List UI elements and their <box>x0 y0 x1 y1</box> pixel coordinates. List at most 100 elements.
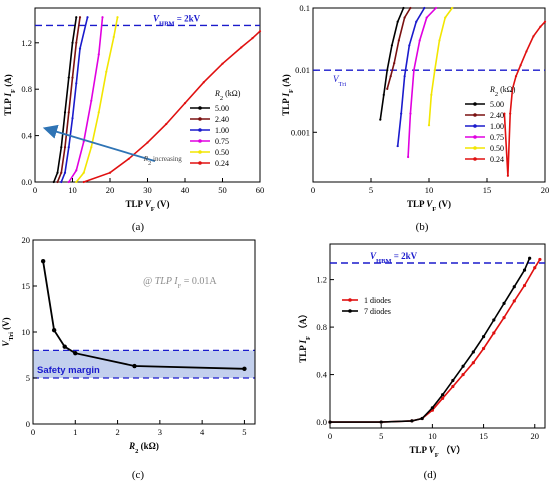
x-axis-label: R2 (kΩ) <box>128 441 159 455</box>
legend-title: R2 (kΩ) <box>489 85 516 98</box>
x-tick-label: 15 <box>479 431 488 441</box>
text-part: (kΩ) <box>223 89 241 98</box>
data-point <box>512 285 516 289</box>
series-line <box>396 7 426 147</box>
legend-label: 0.50 <box>215 148 229 157</box>
text-part: V <box>1 340 11 347</box>
data-point <box>402 6 405 10</box>
data-point <box>75 169 78 172</box>
text-part: (A) <box>3 74 13 89</box>
panel-label: (c) <box>132 469 145 481</box>
text-part: （A） <box>298 309 308 336</box>
data-point <box>441 396 445 400</box>
data-point <box>471 350 475 354</box>
data-point <box>56 171 59 174</box>
data-point <box>105 70 108 73</box>
legend-label: 0.75 <box>490 133 504 142</box>
data-point <box>441 393 445 397</box>
data-point <box>40 258 46 264</box>
data-point <box>63 171 67 174</box>
x-tick-label: 20 <box>541 185 550 195</box>
y-tick-label: 1.2 <box>21 38 32 48</box>
data-point <box>425 16 428 19</box>
data-point <box>67 180 70 184</box>
data-point <box>451 384 455 389</box>
vtri-label: VTri <box>333 74 346 88</box>
data-point <box>430 93 433 96</box>
y-tick-label: 0.01 <box>295 65 310 75</box>
plot-frame <box>312 7 546 183</box>
increasing-arrow <box>42 124 156 162</box>
data-point <box>423 6 426 10</box>
data-point <box>221 62 224 65</box>
data-point <box>251 37 254 40</box>
data-point <box>403 75 406 78</box>
series-line <box>68 17 104 183</box>
plot-frame <box>329 243 546 429</box>
x-tick-label: 5 <box>379 431 383 441</box>
legend-label: 0.75 <box>215 137 229 146</box>
legend-label: 7 diodes <box>364 307 391 316</box>
y-tick-label: 0.8 <box>21 84 32 94</box>
panel-label: (b) <box>416 221 429 233</box>
data-point <box>492 331 496 335</box>
data-point <box>543 20 547 23</box>
data-point <box>461 364 465 368</box>
legend-marker <box>473 135 477 139</box>
text-part: V <box>145 199 152 209</box>
text-part: R <box>128 441 135 451</box>
legend-label: 0.24 <box>215 159 229 168</box>
text-part: 2 <box>148 159 151 166</box>
text-part: F <box>10 89 17 93</box>
data-point <box>407 155 410 159</box>
text-part: (kΩ) <box>498 85 516 94</box>
text-part: I <box>3 92 13 97</box>
text-part: (V) <box>436 199 451 209</box>
text-part: HBM <box>159 20 175 27</box>
panel-label: (a) <box>132 221 145 233</box>
data-point <box>60 180 63 184</box>
series-line <box>379 7 405 120</box>
text-part: V <box>370 251 377 261</box>
text-part: R <box>489 85 495 94</box>
x-tick-label: 20 <box>106 185 115 195</box>
text-part: = 2kV <box>392 251 418 261</box>
data-point <box>82 180 85 184</box>
y-axis-label: TLP IF (A) <box>281 74 295 116</box>
data-point <box>390 44 393 47</box>
data-point <box>461 372 465 377</box>
text-part: F <box>305 336 312 340</box>
data-point <box>146 141 149 144</box>
data-point <box>409 112 412 115</box>
data-point <box>396 144 399 148</box>
data-point <box>427 124 431 127</box>
text-part: V <box>429 445 436 455</box>
legend-label: 5.00 <box>490 100 504 109</box>
data-point <box>410 419 414 423</box>
data-point <box>433 69 436 72</box>
legend-marker <box>198 139 202 143</box>
legend-marker <box>198 128 202 132</box>
data-point <box>52 180 55 184</box>
data-point <box>78 16 82 19</box>
data-point <box>519 64 522 67</box>
data-point <box>511 87 514 90</box>
x-tick-label: 1 <box>73 427 77 437</box>
legend-label: 2.40 <box>490 111 504 120</box>
data-point <box>75 41 78 44</box>
y-tick-label: 15 <box>22 281 31 291</box>
data-point <box>451 6 454 10</box>
data-point <box>444 16 447 19</box>
data-point <box>127 157 130 160</box>
x-tick-label: 4 <box>200 427 205 437</box>
legend-marker <box>198 117 202 121</box>
legend-label: 1 diodes <box>364 296 391 305</box>
data-point <box>533 266 537 270</box>
text-part: F <box>432 206 436 213</box>
panel-c: Safety margin 0 1 2 3 4 5 0 5 10 15 20 R2 (kΩ) VTri (… <box>1 235 256 481</box>
data-point <box>75 16 78 19</box>
data-point <box>379 420 383 424</box>
data-point <box>75 82 78 85</box>
text-part: Tri <box>339 81 347 88</box>
legend-label: 1.00 <box>215 126 229 135</box>
